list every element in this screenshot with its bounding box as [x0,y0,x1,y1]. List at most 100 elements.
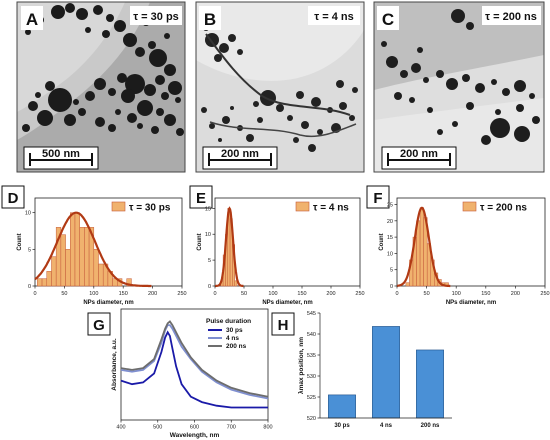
legend-title: Pulse duration [206,318,251,325]
tem-image-a [16,1,186,173]
x-tick-label: 700 [227,425,236,431]
histogram-bar [74,212,80,287]
spectrum-line [120,320,269,398]
x-tick-label: 100 [89,291,98,297]
y-tick-label: 5 [390,268,393,274]
y-tick-label: 10 [205,232,211,238]
legend-label: τ = 30 ps [129,203,171,214]
x-tick-label: 200 [326,291,335,297]
histogram-bar [234,280,238,287]
legend-label: τ = 4 ns [313,203,349,214]
x-tick-label: 100 [452,291,461,297]
lambda-max-chart: 30 ps 4 ns 200 ns 520 525 530 535 540 545 λmax po… [297,311,452,429]
histogram-e: 0 50 100 150 200 250 0 5 10 15 NPs diameter, nm Cou… [197,197,365,305]
y-axis-label: Count [379,233,385,250]
legend-label: 200 ns [226,343,247,350]
legend-swatch [462,201,477,212]
panel-b-tau: τ = 4 ns [314,11,353,23]
y-tick-label: 530 [307,374,316,380]
y-tick-label: 545 [307,311,316,317]
histogram-bar [46,271,52,287]
panel-b-letter: B [204,10,216,29]
x-tick-label: 250 [540,291,549,297]
x-axis-label: Wavelength, nm [170,432,220,439]
histogram-d: 0 50 100 150 200 250 0 5 10 NPs diameter, nm Count… [17,197,187,305]
x-tick-label: 0 [213,291,216,297]
x-tick-label: 800 [263,425,272,431]
y-tick-label: 5 [208,258,211,264]
histogram-bar [93,249,99,287]
x-tick-label: 150 [297,291,306,297]
panel-a-labels [21,6,182,170]
plot-frame [214,197,361,287]
x-tick-label: 200 [148,291,157,297]
gaussian-fit-line [34,211,152,288]
lambda-max-bar [372,326,400,419]
x-tick-label: 150 [119,291,128,297]
histogram-bar [79,227,85,287]
y-tick-label: 0 [208,284,211,290]
scale-bar-a: 500 nm [42,148,80,160]
x-tick-label: 0 [33,291,36,297]
y-tick-label: 535 [307,353,316,359]
histogram-bar [51,256,57,287]
y-axis-label: Count [197,233,203,250]
legend-swatch [111,201,126,212]
y-tick-label: 15 [205,206,211,212]
y-tick-label: 10 [25,211,31,217]
x-tick-label: 0 [395,291,398,297]
y-tick-label: 0 [28,284,31,290]
y-tick-label: 5 [28,247,31,253]
tem-images: A B C τ = 30 ps τ = 4 ns τ = 200 ns 500 … [16,1,545,173]
panel-b-labels [199,6,360,170]
x-tick-label: 250 [177,291,186,297]
x-tick-label: 600 [190,425,199,431]
category-label: 30 ps [334,423,350,429]
histogram-bar [419,207,424,287]
category-label: 4 ns [380,423,393,429]
histogram-bar [98,263,104,287]
x-tick-label: 50 [61,291,67,297]
y-tick-label: 25 [387,203,393,209]
x-tick-label: 150 [481,291,490,297]
panel-f-letter: F [373,190,382,207]
histogram-bar [60,234,66,287]
legend-label: τ = 200 ns [480,203,527,214]
y-tick-label: 15 [387,235,393,241]
histogram-bar [416,220,421,287]
scale-bar-b: 200 nm [221,148,259,160]
panel-e-letter: E [196,190,206,207]
tem-image-c [373,1,545,173]
lambda-max-bar [328,394,356,419]
gaussian-fit-line [215,206,244,288]
y-tick-label: 540 [307,332,316,338]
panel-a-letter: A [26,10,38,29]
x-tick-label: 400 [116,425,125,431]
histogram-bar [84,227,90,287]
y-tick-label: 520 [307,416,316,422]
x-axis-label: NPs diameter, nm [83,300,133,305]
spectrum-line [120,324,269,400]
y-tick-label: 525 [307,395,316,401]
gaussian-fit-line [397,206,451,288]
legend-swatch [295,201,310,212]
panel-a-tau: τ = 30 ps [133,11,179,23]
panel-g-letter: G [93,317,105,334]
histogram-bar [405,282,410,287]
y-tick-label: 10 [387,251,393,257]
legend-label: 30 ps [226,327,243,334]
y-axis-label: λmax position, nm [297,337,305,394]
histogram-bar [70,212,76,287]
legend-label: 4 ns [226,335,239,342]
panel-h-letter: H [278,317,289,334]
x-axis-label: NPs diameter, nm [262,300,312,305]
x-tick-label: 200 [511,291,520,297]
histogram-bar [65,249,71,287]
histogram-f: 0 50 100 150 200 250 0 5 10 15 20 25 NPs diameter, n… [379,197,550,305]
y-axis-label: Absorbance, a.u. [111,338,118,391]
scale-bar-c: 200 nm [400,148,438,160]
x-tick-label: 500 [153,425,162,431]
spectrum-line [120,330,268,409]
y-tick-label: 0 [390,284,393,290]
